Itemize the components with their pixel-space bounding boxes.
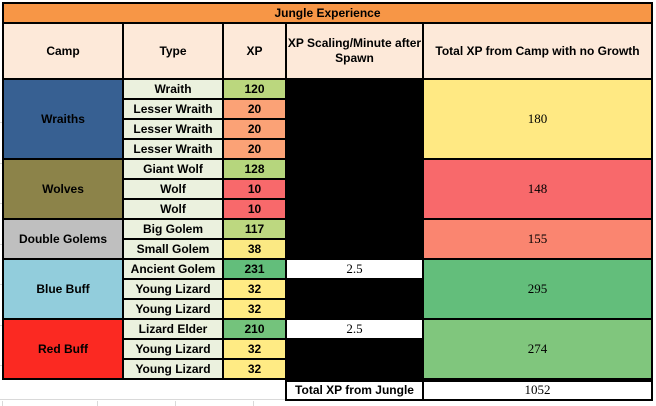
sheet-row-gridline-tick	[0, 122, 2, 123]
xp-cell-wraiths[interactable]: 20	[224, 100, 285, 118]
camp-cell-wolves[interactable]: Wolves	[4, 160, 122, 218]
xp-scaling-black-cell-red-buff[interactable]	[287, 340, 422, 378]
total-xp-cell-blue-buff[interactable]: 295	[424, 260, 651, 318]
xp-cell-wolves[interactable]: 128	[224, 160, 285, 178]
xp-cell-blue-buff[interactable]: 231	[224, 260, 285, 278]
sheet-gridline-horizontal	[0, 399, 285, 400]
xp-cell-blue-buff[interactable]: 32	[224, 300, 285, 318]
type-cell-red-buff[interactable]: Lizard Elder	[124, 320, 222, 338]
sheet-row-gridline-tick	[0, 244, 2, 245]
xp-cell-blue-buff[interactable]: 32	[224, 280, 285, 298]
sheet-row-gridline-tick	[0, 325, 2, 326]
type-cell-blue-buff[interactable]: Young Lizard	[124, 300, 222, 318]
sheet-row-gridline-tick	[0, 284, 2, 285]
column-header-type[interactable]: Type	[124, 24, 222, 78]
xp-scaling-cell-red-buff[interactable]: 2.5	[287, 320, 422, 338]
type-cell-wraiths[interactable]: Lesser Wraith	[124, 100, 222, 118]
total-xp-cell-red-buff[interactable]: 274	[424, 320, 651, 378]
type-cell-wolves[interactable]: Giant Wolf	[124, 160, 222, 178]
camp-cell-red-buff[interactable]: Red Buff	[4, 320, 122, 378]
xp-cell-wolves[interactable]: 10	[224, 200, 285, 218]
sheet-gridline-vertical	[253, 401, 254, 406]
column-header-xp-scaling-minute-after-spawn[interactable]: XP Scaling/Minute after Spawn	[287, 24, 422, 78]
type-cell-blue-buff[interactable]: Ancient Golem	[124, 260, 222, 278]
xp-scaling-black-cell-blue-buff[interactable]	[287, 280, 422, 318]
xp-cell-double-golems[interactable]: 117	[224, 220, 285, 238]
xp-cell-red-buff[interactable]: 32	[224, 340, 285, 358]
column-header-xp[interactable]: XP	[224, 24, 285, 78]
sheet-gridline-vertical	[2, 401, 3, 406]
xp-cell-red-buff[interactable]: 32	[224, 360, 285, 378]
total-xp-from-jungle-label-cell[interactable]: Total XP from Jungle	[287, 382, 422, 399]
total-xp-cell-double-golems[interactable]: 155	[424, 220, 651, 258]
type-cell-wraiths[interactable]: Wraith	[124, 80, 222, 98]
column-header-total-xp-from-camp-with-no-growth[interactable]: Total XP from Camp with no Growth	[424, 24, 651, 78]
xp-scaling-black-cell-double-golems[interactable]	[287, 220, 422, 258]
camp-cell-wraiths[interactable]: Wraiths	[4, 80, 122, 158]
sheet-row-gridline-tick	[0, 365, 2, 366]
sheet-gridline-vertical	[97, 401, 98, 406]
xp-cell-wraiths[interactable]: 120	[224, 80, 285, 98]
camp-cell-double-golems[interactable]: Double Golems	[4, 220, 122, 258]
total-xp-cell-wraiths[interactable]: 180	[424, 80, 651, 158]
total-xp-from-jungle-value-cell[interactable]: 1052	[424, 382, 651, 399]
jungle-total-row: Total XP from Jungle 1052	[285, 380, 653, 401]
xp-scaling-black-cell-wolves[interactable]	[287, 160, 422, 218]
type-cell-blue-buff[interactable]: Young Lizard	[124, 280, 222, 298]
type-cell-wolves[interactable]: Wolf	[124, 180, 222, 198]
xp-cell-wraiths[interactable]: 20	[224, 120, 285, 138]
camp-cell-blue-buff[interactable]: Blue Buff	[4, 260, 122, 318]
xp-cell-double-golems[interactable]: 38	[224, 240, 285, 258]
jungle-experience-table: Jungle Experience Camp Type XP XP Scaling/M…	[2, 2, 653, 380]
column-header-camp[interactable]: Camp	[4, 24, 122, 78]
xp-cell-wraiths[interactable]: 20	[224, 140, 285, 158]
type-cell-wraiths[interactable]: Lesser Wraith	[124, 140, 222, 158]
xp-cell-red-buff[interactable]: 210	[224, 320, 285, 338]
sheet-row-gridline-tick	[0, 163, 2, 164]
type-cell-red-buff[interactable]: Young Lizard	[124, 360, 222, 378]
xp-scaling-black-cell-wraiths[interactable]	[287, 80, 422, 158]
type-cell-double-golems[interactable]: Big Golem	[124, 220, 222, 238]
xp-cell-wolves[interactable]: 10	[224, 180, 285, 198]
xp-scaling-cell-blue-buff[interactable]: 2.5	[287, 260, 422, 278]
table-title[interactable]: Jungle Experience	[4, 4, 651, 22]
sheet-gridline-vertical	[175, 401, 176, 406]
type-cell-wraiths[interactable]: Lesser Wraith	[124, 120, 222, 138]
type-cell-wolves[interactable]: Wolf	[124, 200, 222, 218]
total-xp-cell-wolves[interactable]: 148	[424, 160, 651, 218]
type-cell-red-buff[interactable]: Young Lizard	[124, 340, 222, 358]
sheet-row-gridline-tick	[0, 203, 2, 204]
type-cell-double-golems[interactable]: Small Golem	[124, 240, 222, 258]
